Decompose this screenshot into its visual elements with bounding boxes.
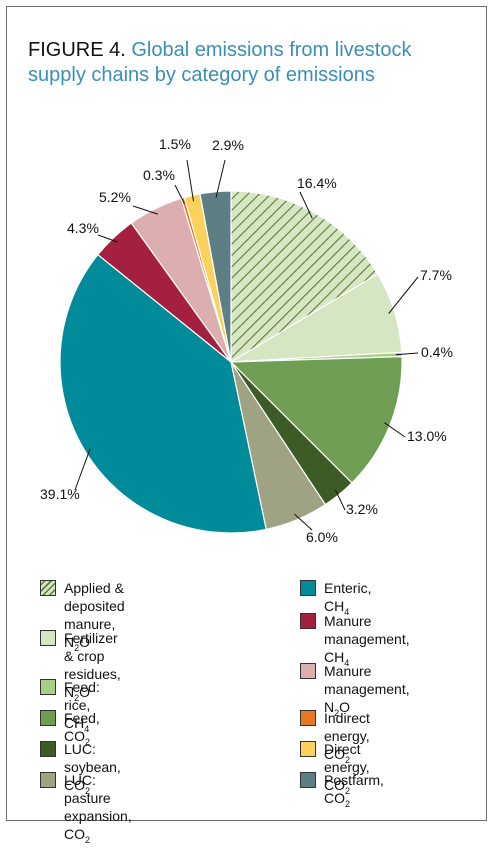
legend-label-feedco2: Feed, CO2: [64, 710, 100, 747]
pie-chart: 16.4% 7.7% 0.4% 13.0% 3.2% 6.0% 39.1% 4.3%5.2% 0…: [40, 136, 453, 545]
legend-item-manurech4: Manure management, CH4: [300, 612, 410, 672]
legend-swatch-postfarm: [300, 772, 316, 788]
pie-value-labels: 16.4% 7.7% 0.4% 13.0% 3.2% 6.0% 39.1% 4.3%5.2% 0…: [40, 136, 453, 545]
figure-title-text: Global emissions from livestock supply c…: [28, 39, 412, 86]
leader-line-direct: [186, 159, 194, 202]
pie-slice-applied: [230, 190, 379, 364]
leader-line-applied: [299, 191, 313, 219]
leader-line-pasture: [294, 513, 313, 531]
legend-item-applied: Applied & deposited manure, N2O: [40, 579, 125, 657]
legend-label-rice: Feed: rice, CH4: [64, 679, 100, 734]
legend-label-manurech4: Manure management, CH4: [324, 613, 410, 668]
legend-swatch-direct: [300, 741, 316, 757]
legend-swatch-applied: [40, 580, 56, 596]
value-label-manuren2o: 5.2%: [99, 189, 131, 205]
value-label-feedco2: 13.0%: [407, 428, 447, 444]
value-label-soybean: 3.2%: [346, 501, 378, 517]
leader-line-manurech4: [97, 234, 118, 243]
leader-line-postfarm: [215, 159, 226, 198]
legend-label-manuren2o: Manure management, N2O: [324, 663, 410, 718]
legend-item-feedco2: Feed, CO2: [40, 709, 100, 751]
leader-line-feedco2: [384, 422, 406, 438]
legend-label-postfarm: Postfarm, CO2: [324, 772, 384, 809]
figure-prefix: FIGURE 4.: [28, 39, 126, 61]
value-label-enteric: 39.1%: [40, 486, 80, 502]
value-label-pasture: 6.0%: [306, 529, 338, 545]
pie-slice-feedco2: [229, 356, 403, 484]
legend-item-fertilizer: Fertilizer & crop residues, N2O: [40, 629, 121, 707]
legend-item-indirect: Indirect energy, CO2: [300, 709, 370, 769]
leader-line-enteric: [74, 448, 91, 491]
value-label-fertilizer: 7.7%: [420, 267, 452, 283]
value-label-indirect: 0.3%: [143, 167, 175, 183]
value-label-applied: 16.4%: [297, 175, 337, 191]
legend-item-direct: Direct energy, CO2: [300, 740, 370, 800]
legend-swatch-manuren2o: [300, 663, 316, 679]
legend-swatch-feedco2: [40, 710, 56, 726]
legend-swatch-enteric: [300, 580, 316, 596]
legend-label-pasture: LUC: pasture expansion, CO2: [64, 772, 132, 845]
leader-line-rice: [395, 352, 419, 356]
legend-swatch-fertilizer: [40, 630, 56, 646]
legend-label-applied: Applied & deposited manure, N2O: [64, 580, 125, 653]
legend-label-direct: Direct energy, CO2: [324, 741, 370, 796]
legend-swatch-soybean: [40, 741, 56, 757]
leader-lines: [74, 159, 419, 531]
legend-item-manuren2o: Manure management, N2O: [300, 662, 410, 722]
legend-label-enteric: Enteric, CH4: [324, 580, 372, 617]
leader-line-indirect: [174, 184, 185, 204]
legend-swatch-pasture: [40, 772, 56, 788]
pie-slice-postfarm: [199, 190, 232, 363]
legend-item-postfarm: Postfarm, CO2: [300, 771, 384, 813]
legend-item-enteric: Enteric, CH4: [300, 579, 371, 621]
legend-swatch-manurech4: [300, 613, 316, 629]
leader-line-manuren2o: [132, 205, 159, 215]
value-label-manurech4: 4.3%: [67, 220, 99, 236]
legend-item-pasture: LUC: pasture expansion, CO2: [40, 771, 132, 849]
value-label-direct: 1.5%: [159, 136, 191, 152]
leader-line-soybean: [334, 489, 346, 511]
legend-item-rice: Feed: rice, CH4: [40, 678, 100, 738]
value-label-rice: 0.4%: [421, 344, 453, 360]
legend-label-indirect: Indirect energy, CO2: [324, 710, 370, 765]
legend-swatch-rice: [40, 679, 56, 695]
pie-slices: [59, 190, 403, 534]
legend-swatch-indirect: [300, 710, 316, 726]
value-label-postfarm: 2.9%: [212, 137, 244, 153]
legend-label-fertilizer: Fertilizer & crop residues, N2O: [64, 630, 121, 703]
figure-title: FIGURE 4. Global emissions from livestoc…: [28, 38, 468, 88]
leader-line-fertilizer: [388, 276, 419, 314]
pie-slice-enteric: [59, 253, 267, 534]
legend-item-soybean: LUC: soybean, CO2: [40, 740, 121, 800]
legend-label-soybean: LUC: soybean, CO2: [64, 741, 121, 796]
